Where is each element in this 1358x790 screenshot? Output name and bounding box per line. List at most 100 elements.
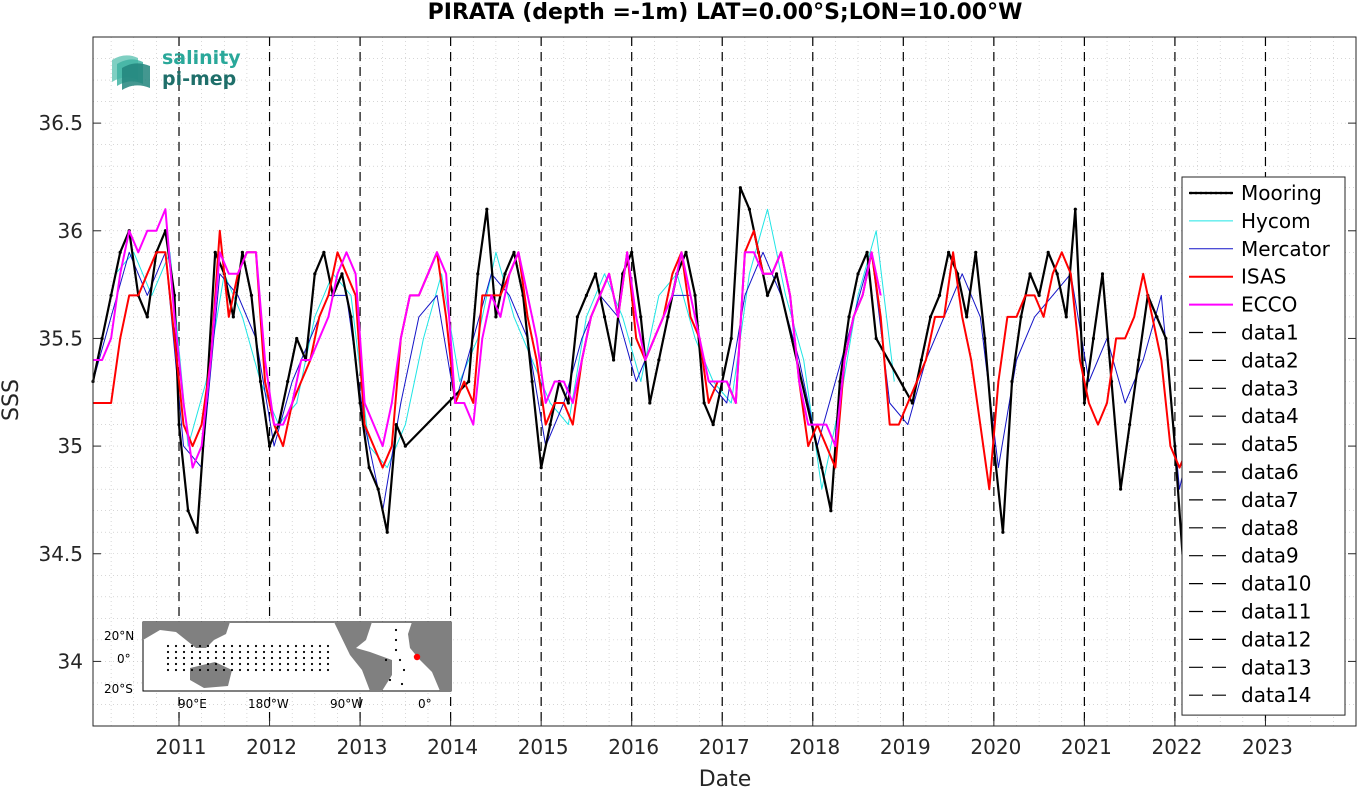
map-buoy-dot bbox=[190, 644, 194, 648]
legend-label: data4 bbox=[1241, 404, 1299, 428]
map-buoy-dot bbox=[254, 644, 258, 648]
map-buoy-dot bbox=[230, 650, 234, 654]
legend-label: data2 bbox=[1241, 348, 1299, 372]
map-buoy-dot bbox=[302, 644, 306, 648]
mooring-point bbox=[530, 379, 534, 384]
y-tick-label: 35.5 bbox=[38, 326, 83, 350]
legend-label: data14 bbox=[1241, 683, 1312, 707]
map-buoy-dot bbox=[326, 662, 330, 666]
x-tick-label: 2011 bbox=[156, 735, 207, 759]
mooring-point bbox=[729, 336, 733, 341]
map-buoy-dot bbox=[286, 656, 290, 660]
map-buoy-dot bbox=[270, 650, 274, 654]
x-tick-label: 2020 bbox=[970, 735, 1021, 759]
logo-text-salinity: salinity bbox=[162, 47, 241, 69]
x-tick-label: 2015 bbox=[518, 735, 569, 759]
mooring-point bbox=[1091, 336, 1096, 341]
map-buoy-dot bbox=[398, 658, 402, 662]
map-buoy-dot bbox=[278, 668, 282, 672]
mooring-point bbox=[765, 293, 770, 297]
map-buoy-dot bbox=[278, 656, 282, 660]
map-buoy-dot bbox=[214, 668, 218, 672]
map-buoy-dot bbox=[246, 644, 250, 648]
mooring-point bbox=[1173, 444, 1177, 448]
map-buoy-dot bbox=[238, 668, 242, 672]
mooring-point bbox=[195, 530, 199, 534]
y-tick-label: 34 bbox=[58, 649, 83, 673]
y-tick-label: 34.5 bbox=[38, 542, 83, 566]
x-tick-label: 2022 bbox=[1151, 735, 1202, 759]
map-buoy-dot bbox=[294, 668, 298, 672]
map-buoy-dot bbox=[182, 662, 186, 666]
map-buoy-dot bbox=[402, 668, 406, 672]
map-buoy-dot bbox=[318, 662, 322, 666]
mooring-point bbox=[566, 401, 570, 405]
map-buoy-dot bbox=[182, 656, 186, 660]
map-buoy-dot bbox=[246, 662, 250, 666]
map-buoy-dot bbox=[198, 668, 202, 672]
map-buoy-dot bbox=[230, 644, 234, 648]
mooring-point bbox=[100, 336, 104, 341]
map-buoy-dot bbox=[246, 650, 250, 654]
map-buoy-dot bbox=[166, 656, 170, 660]
map-buoy-dot bbox=[254, 650, 258, 654]
map-buoy-dot bbox=[400, 682, 404, 686]
map-buoy-dot bbox=[326, 668, 330, 672]
mooring-point bbox=[1164, 336, 1168, 341]
map-buoy-dot bbox=[238, 650, 242, 654]
map-buoy-dot bbox=[238, 644, 242, 648]
map-buoy-dot bbox=[310, 668, 314, 672]
legend: Mooring Hycom Mercator ISAS ECCO data1 data2 da… bbox=[1181, 176, 1346, 716]
map-lon-90e: 90°E bbox=[178, 697, 207, 711]
legend-swatch-dot bbox=[1199, 191, 1203, 195]
map-buoy-dot bbox=[388, 678, 392, 682]
mooring-point bbox=[367, 466, 371, 470]
legend-label: data10 bbox=[1241, 572, 1312, 596]
legend-box bbox=[1181, 176, 1346, 716]
map-buoy-dot bbox=[310, 644, 314, 648]
logo-text-pi-mep: pi-mep bbox=[162, 68, 236, 90]
map-buoy-dot bbox=[286, 644, 290, 648]
map-buoy-dot bbox=[278, 650, 282, 654]
mooring-point bbox=[118, 250, 122, 254]
mooring-point bbox=[1137, 358, 1141, 362]
mooring-point bbox=[286, 379, 290, 384]
map-lat-0: 0° bbox=[117, 652, 131, 666]
map-buoy-dot bbox=[318, 644, 322, 648]
mooring-point bbox=[874, 336, 878, 341]
map-buoy-dot bbox=[230, 662, 234, 666]
map-buoy-dot bbox=[166, 668, 170, 672]
mooring-point bbox=[937, 293, 942, 297]
legend-swatch-dot bbox=[1209, 191, 1213, 195]
mooring-point bbox=[548, 422, 552, 427]
mooring-point bbox=[865, 250, 869, 254]
legend-label: Mooring bbox=[1241, 181, 1322, 205]
map-buoy-dot bbox=[190, 668, 194, 672]
map-lon-180w: 180°W bbox=[248, 697, 289, 711]
map-buoy-dot bbox=[270, 644, 274, 648]
map-buoy-dot bbox=[230, 656, 234, 660]
map-buoy-dot bbox=[238, 656, 242, 660]
map-buoy-dot bbox=[286, 650, 290, 654]
mooring-point bbox=[376, 487, 380, 491]
map-buoy-dot bbox=[222, 656, 226, 660]
map-buoy-dot bbox=[174, 644, 178, 648]
map-buoy-dot bbox=[166, 644, 170, 648]
mooring-point bbox=[385, 530, 389, 534]
mooring-point bbox=[684, 250, 688, 254]
mooring-point bbox=[1001, 530, 1005, 534]
mooring-point bbox=[1100, 272, 1105, 276]
mooring-point bbox=[928, 315, 933, 319]
mooring-point bbox=[919, 358, 924, 362]
legend-label: ISAS bbox=[1241, 265, 1286, 289]
mooring-point bbox=[1028, 272, 1032, 276]
mooring-point bbox=[1128, 422, 1132, 427]
mooring-point bbox=[747, 207, 751, 211]
map-buoy-dot bbox=[384, 658, 388, 662]
mooring-point bbox=[258, 379, 263, 384]
map-buoy-dot bbox=[294, 644, 298, 648]
map-buoy-dot bbox=[394, 628, 398, 632]
map-buoy-dot bbox=[182, 650, 186, 654]
legend-label: data3 bbox=[1241, 376, 1299, 400]
mooring-point bbox=[584, 293, 589, 297]
